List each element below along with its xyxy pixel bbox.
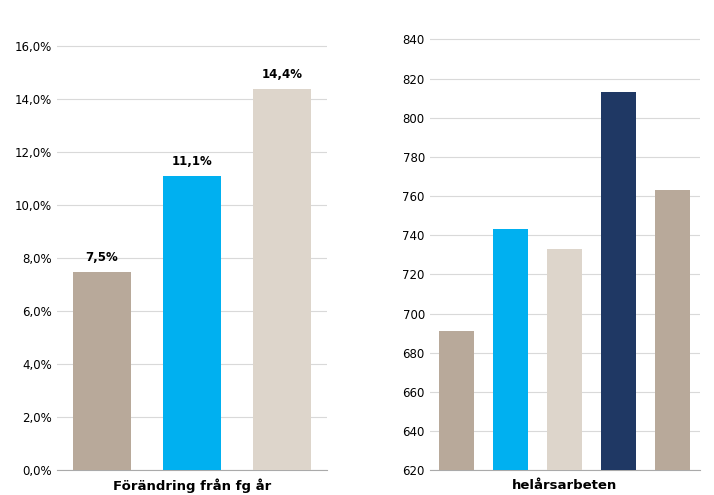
Text: 14,4%: 14,4% xyxy=(261,68,303,81)
Text: 7,5%: 7,5% xyxy=(86,250,119,263)
X-axis label: helårsarbeten: helårsarbeten xyxy=(512,479,618,492)
Bar xyxy=(163,176,221,470)
X-axis label: Förändring från fg år: Förändring från fg år xyxy=(113,479,271,493)
Bar xyxy=(253,89,311,470)
Bar xyxy=(439,331,474,495)
Bar xyxy=(655,190,690,495)
Text: 11,1%: 11,1% xyxy=(172,155,213,168)
Bar xyxy=(493,229,528,495)
Bar xyxy=(547,249,583,495)
Bar xyxy=(73,272,131,470)
Bar xyxy=(601,92,636,495)
